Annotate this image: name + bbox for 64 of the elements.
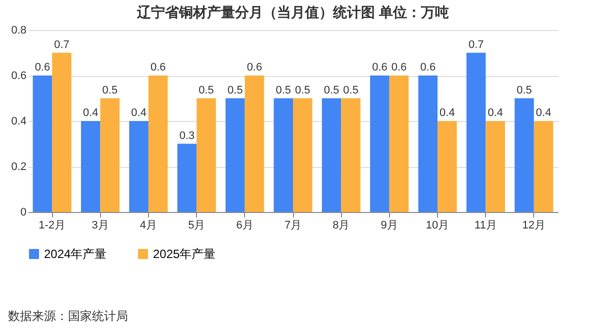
legend-label: 2024年产量 bbox=[44, 247, 107, 261]
data-label: 0.4 bbox=[536, 107, 552, 119]
source-note: 数据来源：国家统计局 bbox=[8, 308, 128, 325]
data-label: 0.5 bbox=[198, 84, 214, 96]
y-tick-label: 0.8 bbox=[11, 24, 26, 36]
bar bbox=[341, 98, 360, 212]
x-tick-label: 12月 bbox=[522, 220, 546, 232]
y-tick-label: 0 bbox=[20, 206, 26, 218]
data-label: 0.4 bbox=[440, 107, 455, 119]
x-tick-label: 8月 bbox=[332, 220, 350, 232]
data-label: 0.3 bbox=[179, 130, 195, 142]
x-tick-label: 5月 bbox=[188, 220, 206, 232]
bar bbox=[322, 98, 342, 212]
data-label: 0.6 bbox=[150, 62, 166, 74]
data-label: 0.5 bbox=[228, 84, 243, 96]
y-tick-label: 0.2 bbox=[11, 161, 26, 173]
data-label: 0.4 bbox=[82, 107, 98, 119]
data-label: 0.6 bbox=[420, 62, 436, 74]
bar bbox=[370, 76, 390, 212]
x-tick-label: 10月 bbox=[426, 220, 450, 232]
legend-label: 2025年产量 bbox=[153, 247, 216, 261]
data-label: 0.5 bbox=[516, 84, 532, 96]
bar bbox=[534, 121, 554, 212]
x-tick-label: 4月 bbox=[140, 220, 158, 232]
data-label: 0.5 bbox=[102, 84, 118, 96]
data-label: 0.6 bbox=[391, 62, 407, 74]
data-label: 0.4 bbox=[488, 107, 504, 119]
bar bbox=[486, 121, 505, 212]
bar bbox=[148, 76, 168, 212]
data-label: 0.5 bbox=[324, 84, 340, 96]
data-label: 0.5 bbox=[276, 84, 292, 96]
bar bbox=[389, 76, 409, 212]
x-tick-label: 3月 bbox=[92, 220, 109, 232]
x-tick-label: 1-2月 bbox=[38, 220, 66, 232]
bar bbox=[466, 52, 486, 212]
bar bbox=[514, 98, 534, 212]
bar bbox=[438, 121, 457, 212]
data-label: 0.7 bbox=[54, 38, 70, 51]
data-label: 0.4 bbox=[131, 107, 146, 119]
bar bbox=[274, 98, 293, 212]
data-label: 0.6 bbox=[246, 62, 262, 74]
x-tick-label: 11月 bbox=[474, 220, 497, 232]
bar bbox=[293, 98, 312, 212]
data-label: 0.6 bbox=[34, 62, 50, 74]
bar bbox=[32, 76, 52, 212]
data-label: 0.5 bbox=[294, 84, 310, 96]
bar bbox=[100, 98, 120, 212]
chart-title: 辽宁省铜材产量分月（当月值）统计图 单位：万吨 bbox=[136, 4, 449, 20]
bar bbox=[81, 121, 100, 212]
x-tick-label: 9月 bbox=[380, 220, 398, 232]
y-tick-label: 0.6 bbox=[11, 70, 26, 82]
bar bbox=[177, 144, 197, 212]
bar bbox=[52, 52, 72, 212]
bar bbox=[196, 98, 216, 212]
data-label: 0.7 bbox=[468, 38, 484, 51]
bar bbox=[418, 76, 438, 212]
x-tick-label: 7月 bbox=[284, 220, 302, 232]
data-label: 0.5 bbox=[343, 84, 358, 96]
bar bbox=[244, 76, 264, 212]
x-tick-label: 6月 bbox=[236, 220, 254, 232]
bar bbox=[129, 121, 148, 212]
y-tick-label: 0.4 bbox=[11, 116, 26, 128]
bar bbox=[226, 98, 245, 212]
data-label: 0.6 bbox=[372, 62, 388, 74]
